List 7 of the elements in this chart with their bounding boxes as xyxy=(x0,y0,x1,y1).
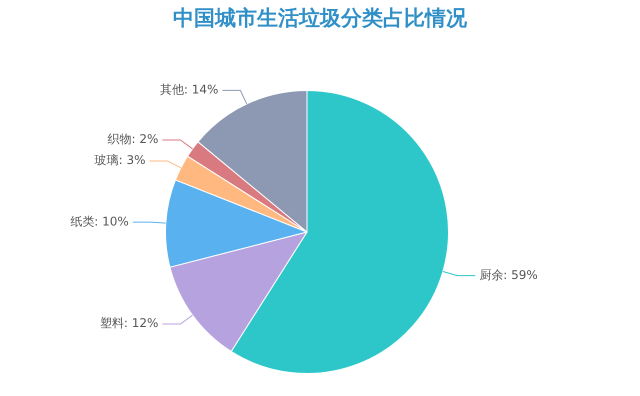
slice-label: 纸类: 10% xyxy=(70,214,129,228)
slice-label: 织物: 2% xyxy=(107,132,158,146)
slice-label: 其他: 14% xyxy=(160,82,218,97)
slice-label: 塑料: 12% xyxy=(100,316,158,330)
slice-label: 厨余: 59% xyxy=(479,268,538,282)
slice-label: 玻璃: 3% xyxy=(94,153,146,168)
chart-title: 中国城市生活垃圾分类占比情况 xyxy=(172,5,468,32)
